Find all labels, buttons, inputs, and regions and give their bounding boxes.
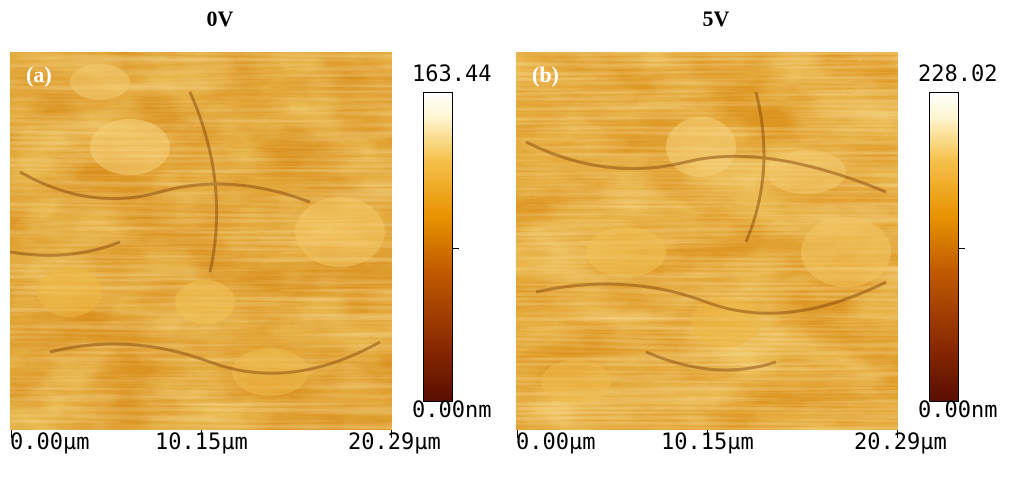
panel-a-title: 0V [206, 6, 234, 31]
panel-b-scale-min: 0.00 [918, 398, 971, 423]
afm-topography-a [10, 52, 392, 430]
panel-a-x-tick-2 [391, 430, 392, 438]
panel-a-x-tick-1 [201, 430, 202, 438]
panel-b-x-label-start: 0.00µm [516, 430, 596, 455]
panel-b-x-label-end: 20.29µm [854, 430, 947, 455]
panel-a-x-tick-0 [11, 430, 12, 438]
panel-b-x-label-mid: 10.15µm [661, 430, 754, 455]
panel-b-label: (b) [532, 62, 559, 87]
panel-a-scale-min: 0.00 [412, 398, 465, 423]
panel-b-scale-unit: nm [970, 398, 998, 423]
afm-scan-image-a: (a) [10, 52, 392, 430]
panel-b-title: 5V [702, 6, 730, 31]
panel-a-colorbar [423, 92, 459, 402]
panel-a-x-label-end: 20.29µm [348, 430, 441, 455]
panel-b-colorbar [929, 92, 965, 402]
panel-a-scale-unit: nm [464, 398, 492, 423]
afm-topography-b [516, 52, 898, 430]
panel-b-scale-min-group: 0.00nm [918, 398, 997, 423]
panel-b-x-tick-0 [517, 430, 518, 438]
panel-b-x-tick-2 [897, 430, 898, 438]
panel-a-label: (a) [26, 62, 52, 87]
panel-a-scale-max: 163.44 [412, 62, 492, 87]
panel-b-scale-max: 228.02 [918, 62, 998, 87]
panel-a-x-label-mid: 10.15µm [155, 430, 248, 455]
afm-scan-image-b: (b) [516, 52, 898, 430]
panel-b-x-tick-1 [707, 430, 708, 438]
panel-a-x-label-start: 0.00µm [10, 430, 90, 455]
panel-a-scale-min-group: 0.00nm [412, 398, 491, 423]
